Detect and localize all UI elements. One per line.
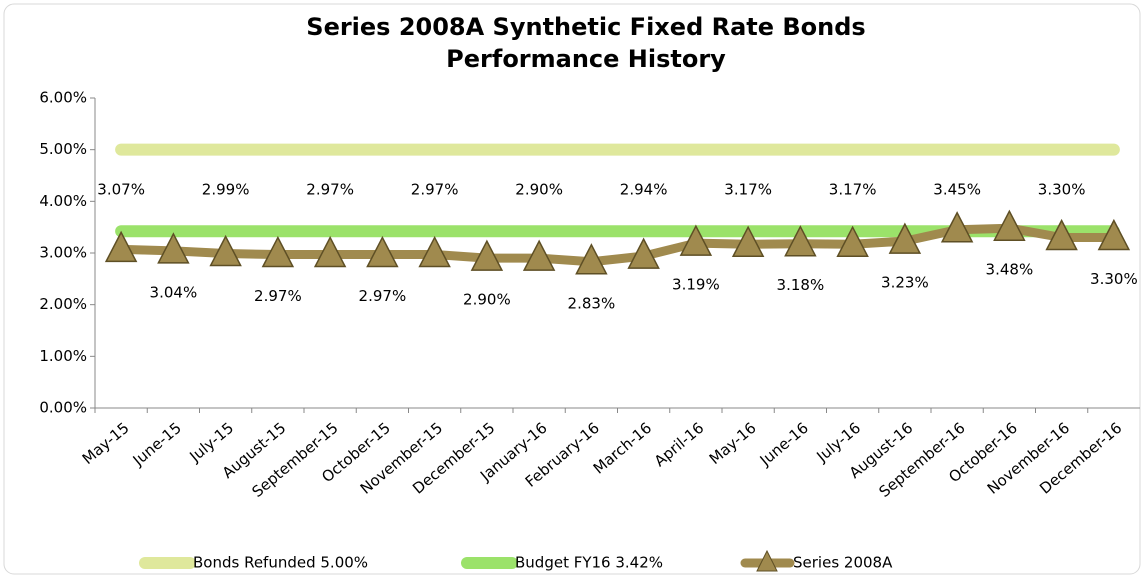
- data-label: 3.04%: [150, 283, 198, 301]
- legend-label: Series 2008A: [793, 554, 893, 572]
- data-label: 2.97%: [411, 181, 459, 199]
- y-tick-label: 6.00%: [39, 89, 87, 107]
- data-label: 3.30%: [1038, 181, 1086, 199]
- data-label: 3.19%: [672, 276, 720, 294]
- marker: [575, 243, 608, 275]
- data-label: 3.48%: [986, 261, 1034, 279]
- data-label: 2.97%: [254, 287, 302, 305]
- data-label: 3.45%: [933, 181, 981, 199]
- chart-title: Series 2008A Synthetic Fixed Rate Bonds: [306, 13, 865, 41]
- data-label: 2.97%: [306, 181, 354, 199]
- data-label: 3.17%: [829, 181, 877, 199]
- marker: [313, 235, 347, 268]
- chart-subtitle: Performance History: [446, 45, 726, 73]
- data-label: 2.97%: [359, 287, 407, 305]
- marker: [261, 235, 295, 268]
- data-label: 3.18%: [777, 276, 825, 294]
- data-label: 3.30%: [1090, 270, 1138, 288]
- y-tick-label: 2.00%: [39, 295, 87, 313]
- marker: [1045, 218, 1078, 251]
- marker: [418, 235, 451, 268]
- marker: [522, 239, 556, 271]
- data-label: 2.90%: [463, 291, 511, 309]
- y-tick-label: 3.00%: [39, 244, 87, 262]
- legend-label: Bonds Refunded 5.00%: [193, 554, 368, 572]
- marker: [627, 237, 660, 269]
- y-tick-label: 4.00%: [39, 192, 87, 210]
- marker: [366, 235, 399, 268]
- data-label: 2.94%: [620, 181, 668, 199]
- marker: [993, 209, 1026, 241]
- marker: [104, 230, 138, 263]
- y-tick-label: 0.00%: [39, 399, 87, 417]
- marker: [731, 225, 765, 257]
- marker: [784, 225, 817, 257]
- y-tick-label: 1.00%: [39, 347, 87, 365]
- marker: [1097, 218, 1131, 251]
- marker: [679, 224, 713, 256]
- data-label: 3.23%: [881, 274, 929, 292]
- legend-label: Budget FY16 3.42%: [515, 554, 663, 572]
- data-label: 3.07%: [97, 181, 145, 199]
- data-label: 2.99%: [202, 181, 250, 199]
- marker: [157, 232, 190, 264]
- marker: [209, 234, 242, 267]
- legend-marker: [756, 549, 778, 572]
- data-label: 3.17%: [724, 181, 772, 199]
- marker: [836, 225, 869, 257]
- marker: [470, 239, 504, 271]
- data-label: 2.90%: [515, 181, 563, 199]
- marker: [888, 222, 922, 254]
- data-label: 2.83%: [568, 294, 616, 312]
- marker: [940, 211, 974, 243]
- y-tick-label: 5.00%: [39, 140, 87, 158]
